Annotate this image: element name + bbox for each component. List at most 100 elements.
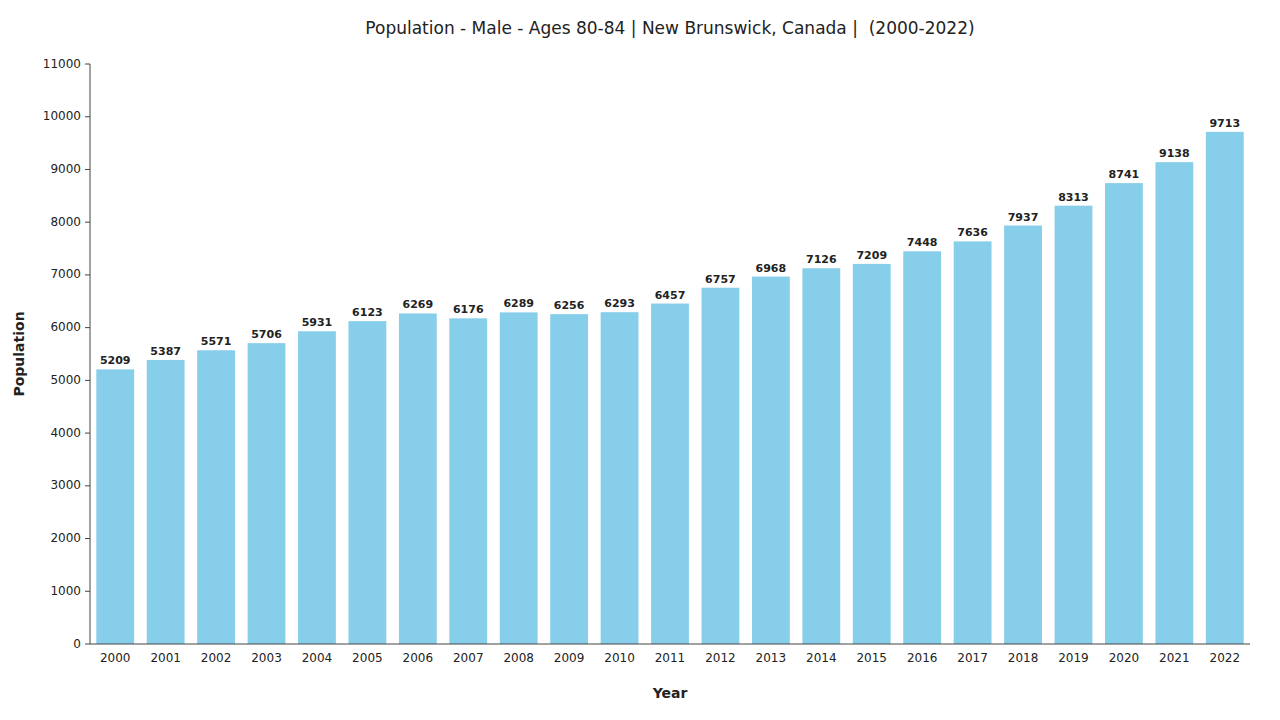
x-tick-label: 2006 bbox=[403, 651, 434, 665]
y-tick bbox=[85, 380, 90, 381]
data-label: 5209 bbox=[100, 354, 131, 367]
data-label: 6269 bbox=[403, 298, 434, 311]
y-tick-label: 7000 bbox=[50, 267, 81, 281]
x-tick-label: 2002 bbox=[201, 651, 232, 665]
y-tick-label: 3000 bbox=[50, 478, 81, 492]
y-tick bbox=[85, 485, 90, 486]
y-tick-label: 8000 bbox=[50, 215, 81, 229]
y-tick-label: 0 bbox=[73, 637, 81, 651]
data-label: 8741 bbox=[1109, 168, 1140, 181]
x-tick-label: 2005 bbox=[352, 651, 383, 665]
x-axis-label: Year bbox=[652, 685, 688, 701]
data-label: 6123 bbox=[352, 306, 383, 319]
y-tick-label: 10000 bbox=[43, 109, 81, 123]
x-tick-label: 2008 bbox=[503, 651, 534, 665]
bar bbox=[1105, 183, 1143, 644]
bar bbox=[1155, 162, 1193, 644]
bar bbox=[449, 318, 487, 644]
bar bbox=[853, 264, 891, 644]
bar bbox=[601, 312, 639, 644]
data-label: 6289 bbox=[503, 297, 534, 310]
y-tick bbox=[85, 644, 90, 645]
y-tick-label: 5000 bbox=[50, 373, 81, 387]
x-tick-label: 2007 bbox=[453, 651, 484, 665]
bar bbox=[248, 343, 286, 644]
bar bbox=[550, 314, 588, 644]
y-tick bbox=[85, 591, 90, 592]
data-label: 7209 bbox=[856, 249, 887, 262]
data-label: 6256 bbox=[554, 299, 585, 312]
x-tick-label: 2021 bbox=[1159, 651, 1190, 665]
x-tick-label: 2010 bbox=[604, 651, 635, 665]
data-label: 7126 bbox=[806, 253, 837, 266]
x-tick-label: 2014 bbox=[806, 651, 837, 665]
x-tick-label: 2016 bbox=[907, 651, 938, 665]
background bbox=[0, 0, 1280, 720]
chart-svg: 0 1000 2000 3000 4000 5000 6000 7000 8000 9000 100… bbox=[0, 0, 1280, 720]
data-label: 7636 bbox=[957, 226, 988, 239]
data-label: 6757 bbox=[705, 273, 736, 286]
y-tick bbox=[85, 538, 90, 539]
bar bbox=[399, 313, 437, 644]
x-tick-label: 2001 bbox=[150, 651, 181, 665]
chart-container: 0 1000 2000 3000 4000 5000 6000 7000 8000 9000 100… bbox=[0, 0, 1280, 720]
y-axis-label: Population bbox=[11, 311, 27, 396]
x-tick-label: 2012 bbox=[705, 651, 736, 665]
y-tick bbox=[85, 274, 90, 275]
x-tick-label: 2020 bbox=[1109, 651, 1140, 665]
bar bbox=[1055, 206, 1093, 644]
data-label: 6457 bbox=[655, 289, 686, 302]
data-label: 6968 bbox=[756, 262, 787, 275]
bar bbox=[96, 369, 134, 644]
x-tick-label: 2003 bbox=[251, 651, 282, 665]
y-tick bbox=[85, 116, 90, 117]
bar bbox=[702, 288, 740, 644]
data-label: 7937 bbox=[1008, 211, 1039, 224]
data-label: 5706 bbox=[251, 328, 282, 341]
data-label: 7448 bbox=[907, 236, 938, 249]
title: Population - Male - Ages 80-84 | New Bru… bbox=[365, 18, 974, 38]
y-tick-label: 11000 bbox=[43, 57, 81, 71]
x-tick-label: 2004 bbox=[302, 651, 333, 665]
bars bbox=[96, 132, 1243, 644]
y-tick bbox=[85, 327, 90, 328]
y-tick-label: 6000 bbox=[50, 320, 81, 334]
data-label: 6293 bbox=[604, 297, 635, 310]
x-tick-label: 2009 bbox=[554, 651, 585, 665]
y-tick-label: 2000 bbox=[50, 531, 81, 545]
bar bbox=[1206, 132, 1244, 644]
x-tick-label: 2015 bbox=[856, 651, 887, 665]
bar bbox=[954, 241, 992, 644]
x-tick-label: 2019 bbox=[1058, 651, 1089, 665]
data-label: 9138 bbox=[1159, 147, 1190, 160]
y-tick-label: 9000 bbox=[50, 162, 81, 176]
y-tick-label: 1000 bbox=[50, 584, 81, 598]
data-label: 5387 bbox=[150, 345, 181, 358]
data-label: 5571 bbox=[201, 335, 232, 348]
data-label: 6176 bbox=[453, 303, 484, 316]
bar bbox=[1004, 226, 1042, 644]
bar bbox=[802, 268, 840, 644]
x-tick-label: 2011 bbox=[655, 651, 686, 665]
data-label: 5931 bbox=[302, 316, 333, 329]
x-tick-label: 2022 bbox=[1210, 651, 1241, 665]
bar bbox=[147, 360, 185, 644]
bar bbox=[348, 321, 386, 644]
bar bbox=[651, 304, 689, 644]
x-tick-label: 2000 bbox=[100, 651, 131, 665]
data-label: 9713 bbox=[1209, 117, 1240, 130]
x-tick-label: 2013 bbox=[756, 651, 787, 665]
y-tick-label: 4000 bbox=[50, 426, 81, 440]
x-tick-label: 2017 bbox=[957, 651, 988, 665]
y-tick bbox=[85, 222, 90, 223]
x-axis-line bbox=[90, 644, 1250, 645]
bar bbox=[197, 350, 235, 644]
y-tick bbox=[85, 64, 90, 65]
bar bbox=[752, 277, 790, 644]
bar bbox=[500, 312, 538, 644]
bar bbox=[903, 251, 941, 644]
y-axis-line bbox=[90, 64, 91, 644]
y-tick bbox=[85, 433, 90, 434]
data-label: 8313 bbox=[1058, 191, 1089, 204]
bar bbox=[298, 331, 336, 644]
